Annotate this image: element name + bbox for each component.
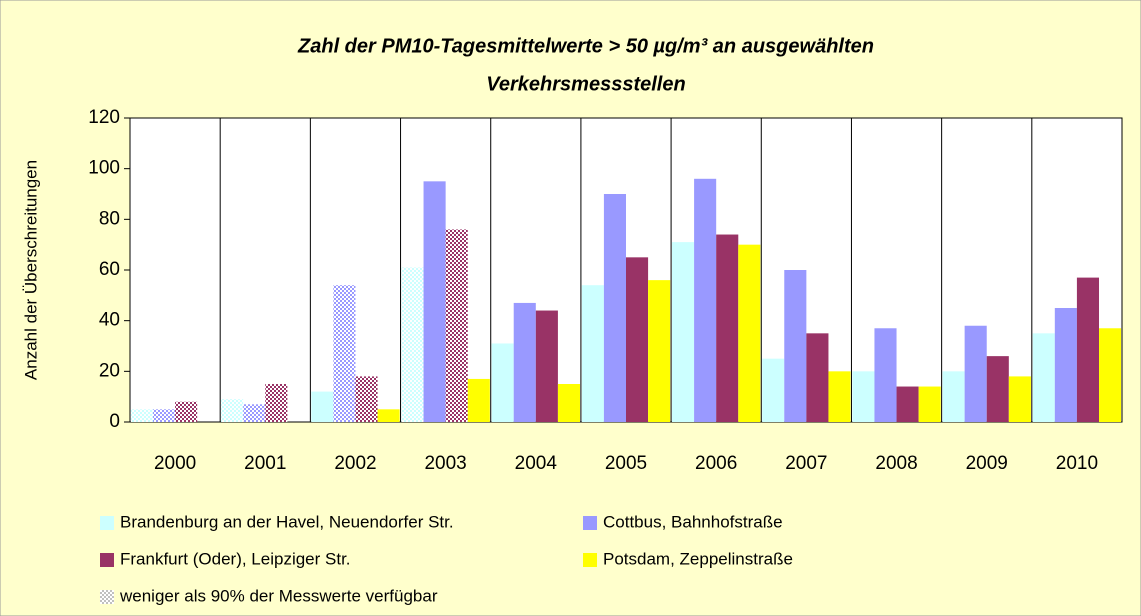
- bar: [557, 384, 581, 422]
- y-tick-label: 80: [99, 208, 120, 229]
- bar: [1032, 333, 1055, 422]
- y-axis-label: Anzahl der Überschreitungen: [21, 160, 40, 380]
- bar: [1008, 376, 1031, 422]
- x-tick-label: 2002: [334, 453, 376, 474]
- bar: [355, 376, 378, 422]
- bar: [1054, 308, 1077, 422]
- legend-label: Brandenburg an der Havel, Neuendorfer St…: [120, 512, 454, 531]
- bar: [445, 229, 468, 422]
- x-tick-label: 2010: [1056, 453, 1098, 474]
- bar: [648, 280, 671, 422]
- legend-swatch: [583, 516, 597, 530]
- bar: [738, 244, 761, 422]
- bar: [762, 358, 785, 422]
- y-tick-label: 0: [109, 411, 120, 432]
- x-tick-label: 2005: [605, 453, 647, 474]
- bar: [130, 409, 153, 422]
- bar: [581, 285, 604, 422]
- bar: [986, 356, 1009, 422]
- bar: [423, 181, 446, 422]
- bar: [152, 409, 176, 422]
- x-tick-label: 2006: [695, 453, 737, 474]
- bar: [852, 371, 875, 422]
- bar: [964, 325, 987, 422]
- bar: [1099, 328, 1122, 422]
- legend-swatch: [100, 553, 114, 567]
- bar: [694, 178, 717, 422]
- legend-swatch: [100, 516, 114, 530]
- bar: [874, 328, 897, 422]
- y-tick-label: 100: [88, 158, 120, 179]
- bar: [491, 343, 514, 422]
- y-tick-label: 20: [99, 360, 120, 381]
- y-tick-label: 40: [99, 310, 120, 331]
- legend-swatch: [583, 553, 597, 567]
- y-tick-label: 60: [99, 259, 120, 280]
- bar: [221, 399, 244, 422]
- bar: [828, 371, 851, 422]
- bar: [401, 267, 424, 422]
- legend-label: Cottbus, Bahnhofstraße: [603, 512, 783, 531]
- bar: [716, 234, 739, 422]
- bar: [671, 242, 695, 422]
- bar: [333, 285, 356, 422]
- x-tick-label: 2009: [966, 453, 1008, 474]
- bar: [896, 386, 919, 422]
- y-tick-label: 120: [88, 107, 120, 128]
- bar: [942, 371, 965, 422]
- bar: [535, 310, 558, 422]
- bar: [806, 333, 829, 422]
- bar: [467, 378, 490, 422]
- bar: [243, 404, 266, 422]
- x-tick-label: 2003: [424, 453, 466, 474]
- bar: [311, 391, 334, 422]
- x-tick-label: 2008: [875, 453, 917, 474]
- bar: [918, 386, 941, 422]
- bar: [377, 409, 400, 422]
- x-tick-label: 2000: [154, 453, 196, 474]
- bar: [175, 401, 198, 422]
- chart-title: Verkehrsmessstellen: [486, 73, 685, 95]
- bar: [265, 384, 288, 422]
- legend-label: Frankfurt (Oder), Leipziger Str.: [120, 549, 351, 568]
- legend-label: Potsdam, Zeppelinstraße: [603, 549, 793, 568]
- x-tick-label: 2001: [244, 453, 286, 474]
- bar: [513, 302, 536, 422]
- x-tick-label: 2004: [515, 453, 558, 474]
- bar: [1076, 277, 1100, 422]
- legend-label: weniger als 90% der Messwerte verfügbar: [119, 586, 438, 605]
- bar: [603, 194, 626, 422]
- chart-title: Zahl der PM10-Tagesmittelwerte > 50 µg/m…: [297, 35, 874, 57]
- x-tick-label: 2007: [785, 453, 827, 474]
- bar: [784, 270, 807, 422]
- legend-swatch: [100, 590, 114, 604]
- bar: [626, 257, 649, 422]
